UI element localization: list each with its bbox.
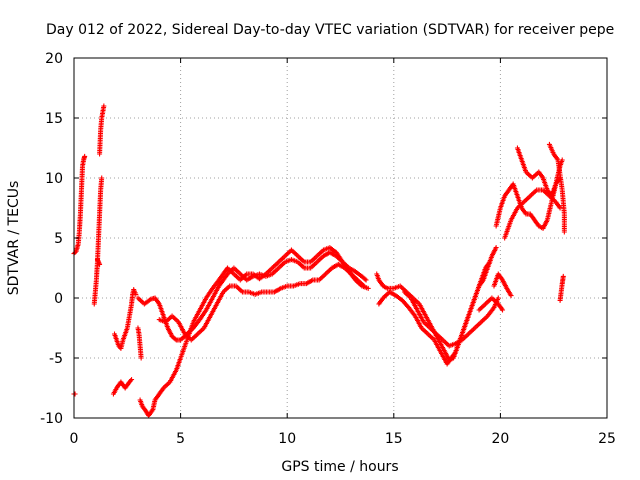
data-point	[101, 103, 107, 109]
x-tick-label: 0	[70, 431, 79, 447]
data-point	[363, 277, 369, 283]
data-point	[72, 391, 78, 397]
data-point	[172, 336, 178, 342]
data-point	[133, 291, 139, 297]
data-point	[129, 377, 135, 383]
y-tick-label: 20	[45, 51, 63, 67]
chart-title: Day 012 of 2022, Sidereal Day-to-day VTE…	[46, 22, 614, 38]
axis-ticks	[73, 57, 608, 419]
x-tick-label: 25	[598, 431, 616, 447]
y-tick-label: 10	[45, 171, 63, 187]
data-point	[99, 175, 105, 181]
data-point	[495, 295, 501, 301]
y-tick-label: -10	[40, 411, 63, 427]
data-markers	[71, 103, 567, 419]
data-point	[82, 153, 88, 159]
x-tick-label: 20	[491, 431, 509, 447]
y-tick-labels: -10 -5 0 5 10 15 20	[40, 51, 63, 427]
x-tick-label: 15	[385, 431, 403, 447]
x-tick-label: 5	[176, 431, 185, 447]
plot-frame	[73, 57, 608, 419]
y-tick-label: 5	[54, 231, 63, 247]
data-point	[561, 229, 567, 235]
data-point	[500, 307, 506, 313]
y-axis-label: SDTVAR / TECUs	[6, 181, 22, 296]
x-axis-label: GPS time / hours	[281, 459, 398, 475]
y-tick-label: 15	[45, 111, 63, 127]
data-point	[361, 283, 367, 289]
data-point	[493, 245, 499, 251]
data-point	[97, 261, 103, 267]
y-tick-label: -5	[49, 351, 63, 367]
data-point	[138, 355, 144, 361]
x-tick-label: 10	[278, 431, 296, 447]
data-point	[557, 205, 563, 211]
x-tick-labels: 0 5 10 15 20 25	[70, 431, 616, 447]
grid	[74, 58, 607, 418]
data-point	[508, 293, 514, 299]
data-point	[487, 259, 493, 265]
y-tick-label: 0	[54, 291, 63, 307]
data-point	[560, 273, 566, 279]
data-point	[362, 276, 368, 282]
data-point	[559, 157, 565, 163]
data-point	[365, 285, 371, 291]
